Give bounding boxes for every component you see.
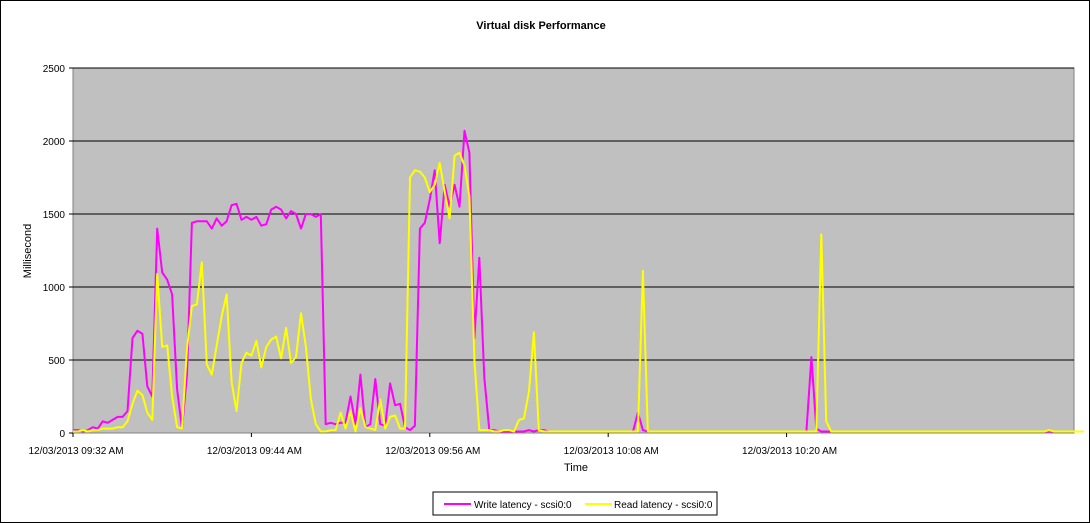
y-axis-label: Millisecond [22, 224, 34, 278]
legend-label-read: Read latency - scsi0:0 [614, 500, 713, 511]
x-axis-ticks: 12/03/2013 09:32 AM 12/03/2013 09:44 AM 12… [28, 433, 837, 457]
y-axis-ticks: 0 500 1000 1500 2000 2500 [43, 64, 73, 440]
x-tick-label: 12/03/2013 09:32 AM [28, 446, 123, 457]
x-tick-label: 12/03/2013 10:20 AM [742, 446, 837, 457]
y-tick-label: 0 [59, 429, 65, 440]
x-axis-label: Time [564, 462, 588, 474]
plot-area [72, 67, 1075, 434]
y-tick-label: 2000 [43, 137, 66, 148]
legend-label-write: Write latency - scsi0:0 [474, 500, 572, 511]
series-line-read-latency [73, 151, 1084, 433]
y-tick-label: 1500 [43, 210, 66, 221]
y-tick-label: 1000 [43, 283, 66, 294]
series-lines [73, 129, 1084, 433]
y-tick-label: 500 [48, 356, 65, 367]
legend: Write latency - scsi0:0 Read latency - s… [432, 491, 718, 516]
legend-box [432, 491, 718, 516]
chart-title: Virtual disk Performance [476, 20, 605, 32]
x-tick-label: 12/03/2013 09:44 AM [207, 446, 302, 457]
x-tick-label: 12/03/2013 10:08 AM [564, 446, 659, 457]
x-tick-label: 12/03/2013 09:56 AM [385, 446, 480, 457]
y-tick-label: 2500 [43, 64, 66, 75]
